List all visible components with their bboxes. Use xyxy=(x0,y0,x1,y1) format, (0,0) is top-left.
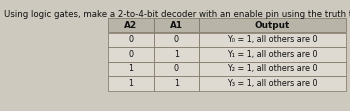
Bar xyxy=(154,61,199,76)
Text: Y₁ = 1, all others are 0: Y₁ = 1, all others are 0 xyxy=(227,50,318,59)
Text: 1: 1 xyxy=(174,79,179,88)
Bar xyxy=(154,76,199,90)
Bar xyxy=(154,33,199,47)
Text: 0: 0 xyxy=(128,50,133,59)
Bar xyxy=(199,18,346,33)
Text: Y₀ = 1, all others are 0: Y₀ = 1, all others are 0 xyxy=(227,35,318,44)
Text: 0: 0 xyxy=(174,35,179,44)
Text: 1: 1 xyxy=(174,50,179,59)
Text: 0: 0 xyxy=(128,35,133,44)
Text: 1: 1 xyxy=(128,79,133,88)
Text: Y₂ = 1, all others are 0: Y₂ = 1, all others are 0 xyxy=(227,64,318,73)
Bar xyxy=(199,76,346,90)
Bar xyxy=(108,76,154,90)
Text: 1: 1 xyxy=(128,64,133,73)
Text: 0: 0 xyxy=(174,64,179,73)
Bar xyxy=(108,18,154,33)
Bar xyxy=(199,61,346,76)
Text: A1: A1 xyxy=(170,21,183,30)
Bar xyxy=(154,18,199,33)
Bar xyxy=(154,47,199,61)
Text: Using logic gates, make a 2-to-4-bit decoder with an enable pin using the truth : Using logic gates, make a 2-to-4-bit dec… xyxy=(4,10,350,19)
Bar xyxy=(199,33,346,47)
Bar xyxy=(108,33,154,47)
Bar xyxy=(108,61,154,76)
Bar xyxy=(108,47,154,61)
Bar xyxy=(199,47,346,61)
Text: Output: Output xyxy=(255,21,290,30)
Text: Y₃ = 1, all others are 0: Y₃ = 1, all others are 0 xyxy=(227,79,318,88)
Text: A2: A2 xyxy=(124,21,137,30)
